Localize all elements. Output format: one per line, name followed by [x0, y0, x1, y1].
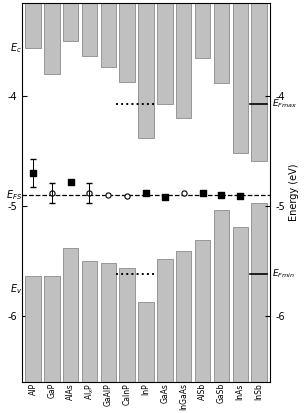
Bar — [44, 276, 59, 382]
Bar — [63, 248, 78, 382]
Bar — [138, 301, 154, 382]
Point — [219, 192, 224, 198]
Text: $E_c$: $E_c$ — [10, 41, 22, 55]
Bar — [157, 3, 173, 104]
Bar — [25, 276, 41, 382]
Bar — [251, 203, 267, 382]
Bar — [44, 3, 59, 74]
Point — [181, 190, 186, 196]
Text: $E_{FS}$: $E_{FS}$ — [6, 188, 22, 202]
Bar — [101, 3, 116, 66]
Bar — [176, 3, 192, 118]
Point — [106, 192, 111, 198]
Bar — [214, 3, 229, 83]
Y-axis label: Energy (eV): Energy (eV) — [289, 164, 299, 221]
Text: $E_v$: $E_v$ — [10, 282, 22, 296]
Bar — [251, 3, 267, 161]
Bar — [101, 263, 116, 382]
Text: $E_{Fmin}$: $E_{Fmin}$ — [272, 268, 295, 280]
Bar — [214, 211, 229, 382]
Point — [163, 194, 167, 201]
Point — [87, 190, 92, 196]
Point — [144, 190, 149, 196]
Bar — [195, 3, 210, 58]
Bar — [82, 3, 97, 55]
Bar — [176, 251, 192, 382]
Bar — [120, 268, 135, 382]
Bar — [232, 3, 248, 153]
Bar — [157, 259, 173, 382]
Bar — [63, 3, 78, 41]
Point — [49, 190, 54, 196]
Point — [68, 178, 73, 185]
Point — [125, 193, 130, 199]
Point — [30, 170, 35, 176]
Bar — [195, 240, 210, 382]
Bar — [120, 3, 135, 82]
Point — [200, 190, 205, 196]
Bar — [138, 3, 154, 138]
Point — [238, 193, 243, 199]
Bar — [25, 3, 41, 48]
Text: $E_{Fmax}$: $E_{Fmax}$ — [272, 97, 297, 110]
Bar — [232, 227, 248, 382]
Bar — [82, 261, 97, 382]
